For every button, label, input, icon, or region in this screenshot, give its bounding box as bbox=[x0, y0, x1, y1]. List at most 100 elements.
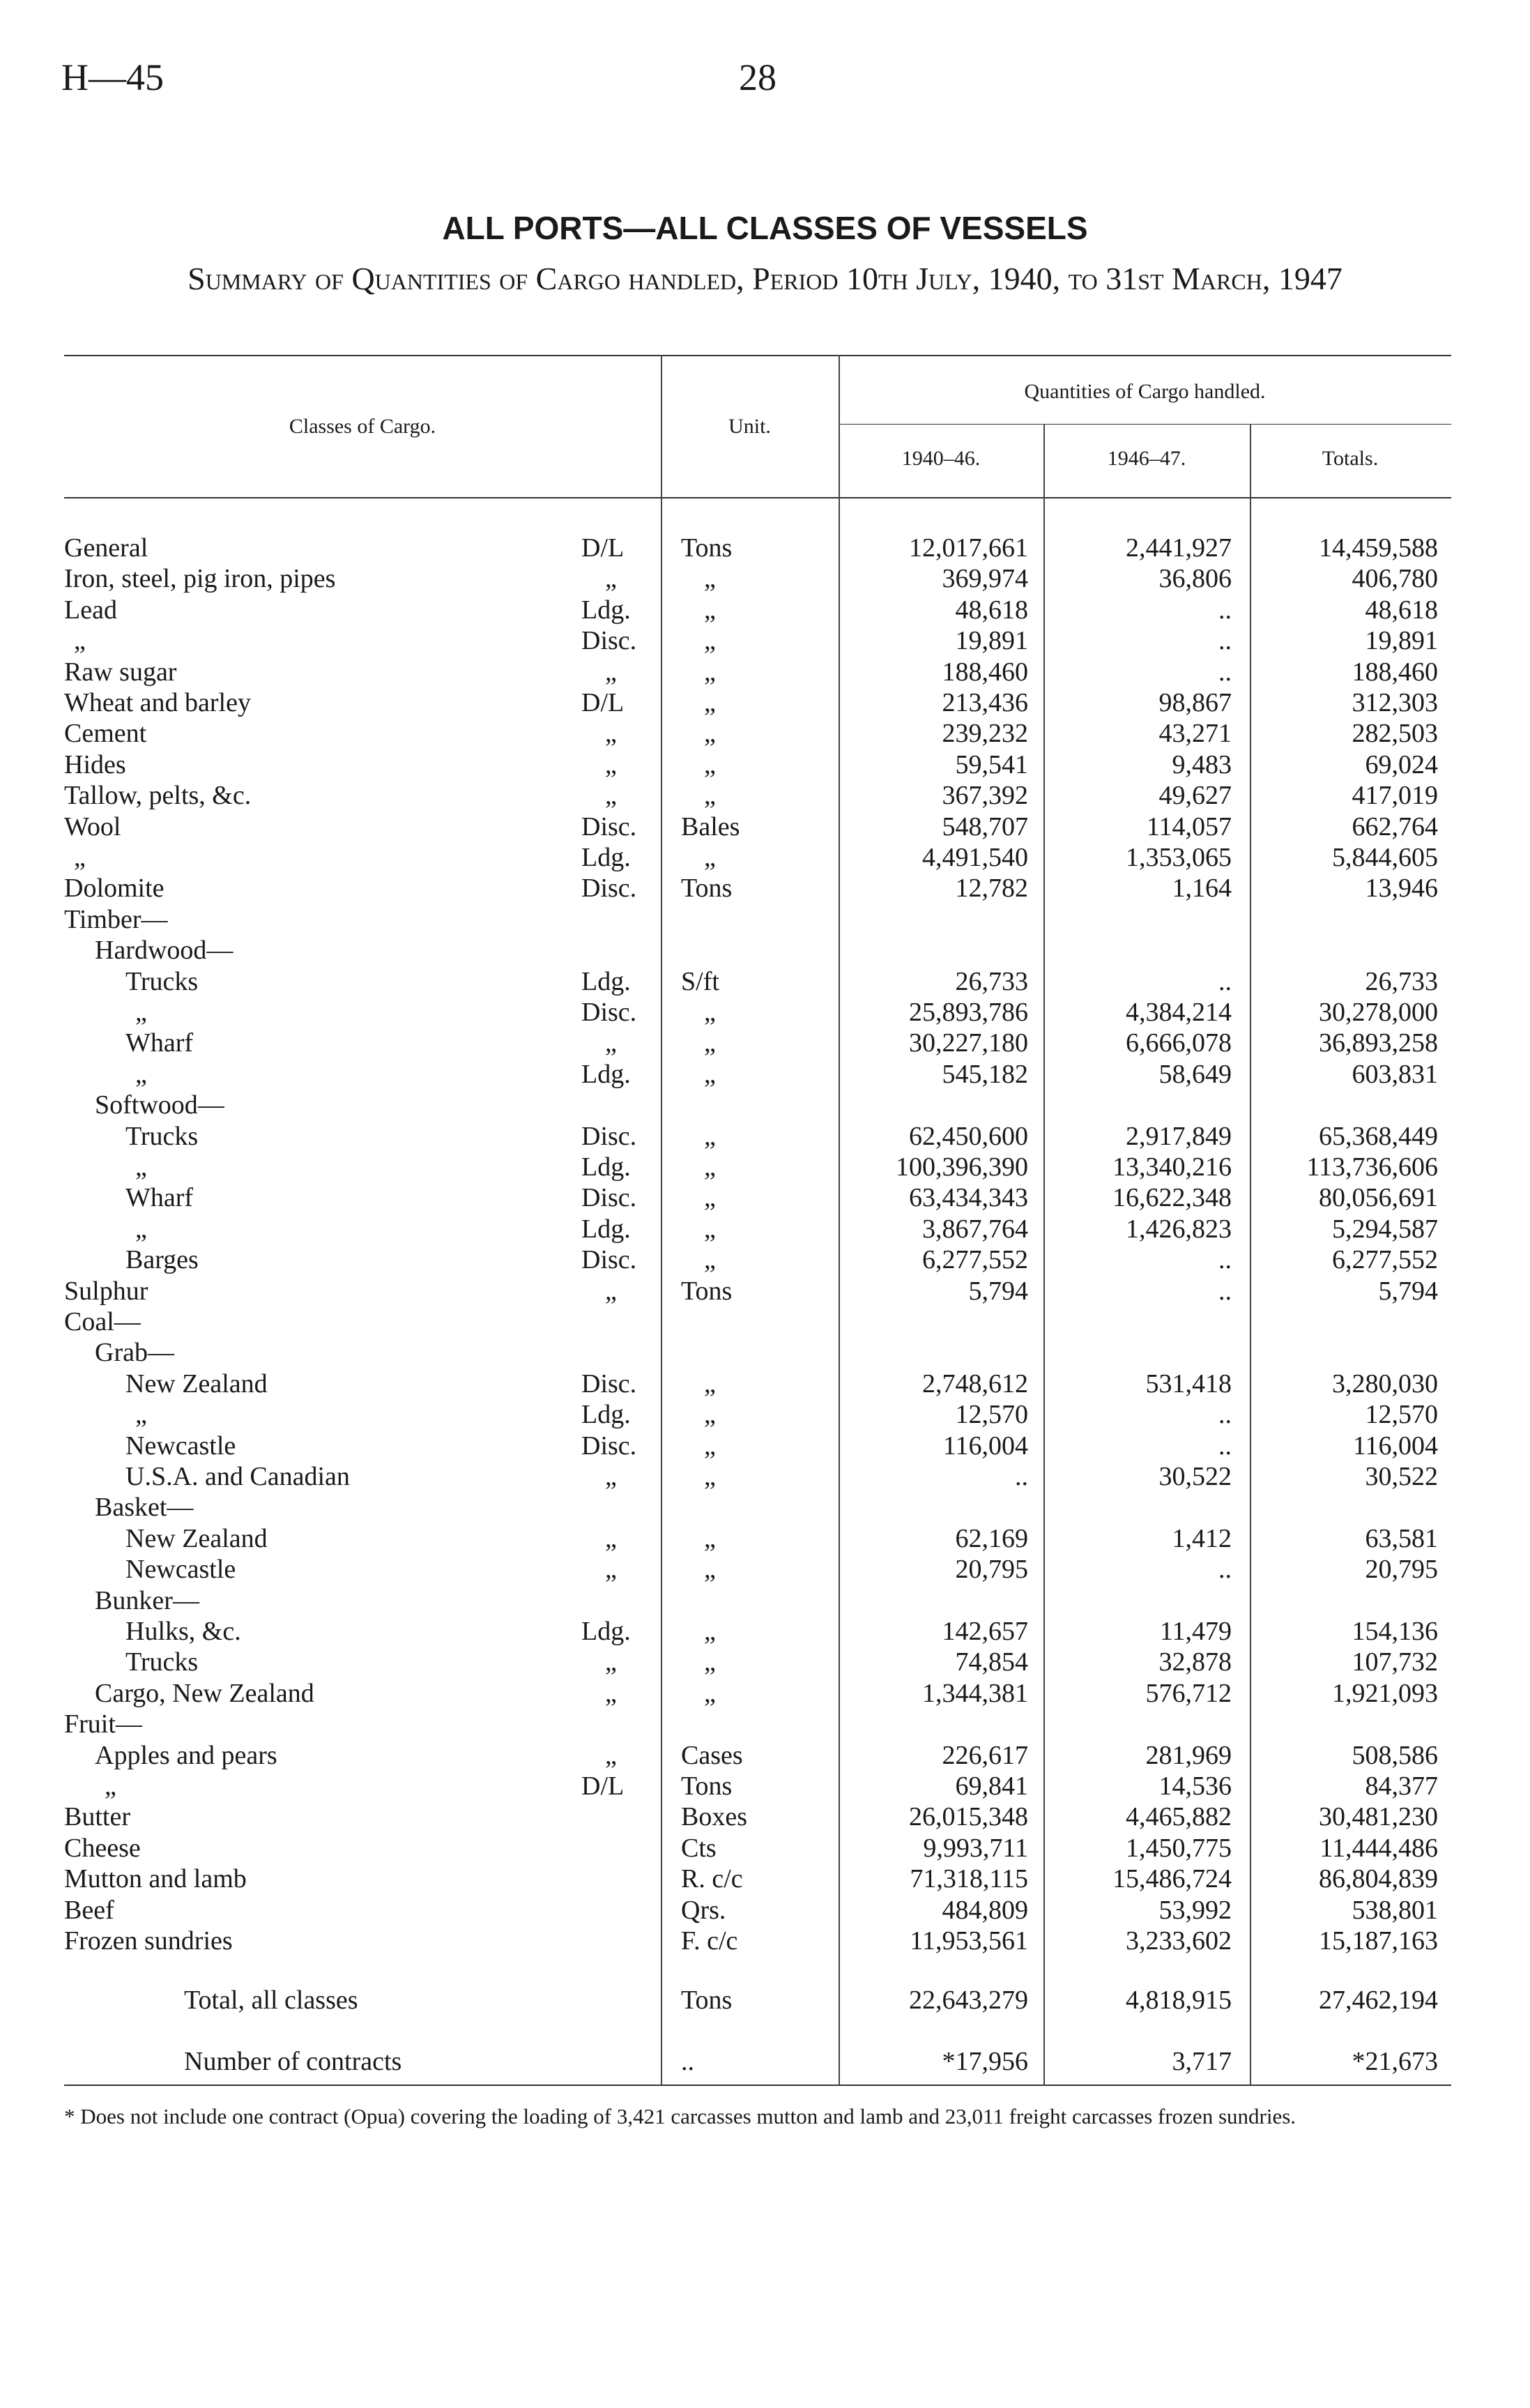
row-label: Cheese bbox=[64, 1833, 141, 1863]
row-label: Cargo, New Zealand bbox=[95, 1678, 314, 1708]
cell-value: 12,570 bbox=[955, 1400, 1029, 1430]
cell-value: 58,649 bbox=[1158, 1059, 1232, 1089]
cell-value: 62,450,600 bbox=[909, 1121, 1028, 1151]
cell-value: 30,522 bbox=[1158, 1462, 1232, 1491]
unit: „ bbox=[704, 1059, 716, 1089]
cell-value: 154,136 bbox=[1352, 1617, 1439, 1646]
cell-value: 4,465,882 bbox=[1126, 1802, 1232, 1832]
unit: „ bbox=[704, 626, 716, 656]
cell-value: 11,953,561 bbox=[910, 1926, 1028, 1956]
unit: „ bbox=[704, 1121, 716, 1151]
cell-value: 4,491,540 bbox=[922, 843, 1028, 872]
row-label: Trucks bbox=[125, 1647, 199, 1677]
cell-value: 1,344,381 bbox=[922, 1678, 1028, 1708]
unit: Tons bbox=[681, 1771, 733, 1801]
row-label: Number of contracts bbox=[184, 2047, 402, 2076]
cell-value: 14,536 bbox=[1158, 1771, 1232, 1801]
row-label: „ bbox=[135, 1400, 147, 1430]
cell-value: 13,340,216 bbox=[1112, 1152, 1232, 1182]
cell-value: .. bbox=[1218, 1555, 1232, 1585]
column-header: 1940–46. bbox=[901, 447, 981, 470]
cell-value: .. bbox=[1218, 1276, 1232, 1306]
cell-value: 239,232 bbox=[942, 719, 1029, 749]
cell-value: 107,732 bbox=[1352, 1647, 1439, 1677]
unit-code: „ bbox=[605, 1678, 617, 1708]
cell-value: 9,483 bbox=[1172, 749, 1232, 779]
cell-value: 3,867,764 bbox=[922, 1214, 1028, 1244]
row-label: „ bbox=[74, 843, 86, 872]
cell-value: 3,717 bbox=[1172, 2047, 1232, 2076]
cell-value: 20,795 bbox=[1365, 1555, 1439, 1585]
row-label: Barges bbox=[125, 1245, 199, 1275]
cell-value: 1,426,823 bbox=[1126, 1214, 1232, 1244]
cell-value: 74,854 bbox=[955, 1647, 1029, 1677]
unit: „ bbox=[704, 1245, 716, 1275]
row-label: Raw sugar bbox=[64, 657, 177, 687]
cell-value: 12,017,661 bbox=[909, 533, 1028, 563]
cell-value: 43,271 bbox=[1158, 719, 1232, 749]
unit-code: Disc. bbox=[581, 1183, 637, 1213]
cell-value: 188,460 bbox=[942, 657, 1029, 687]
cell-value: 11,479 bbox=[1159, 1617, 1232, 1646]
row-label: Lead bbox=[64, 595, 117, 625]
cell-value: 367,392 bbox=[942, 781, 1029, 811]
unit-code: Ldg. bbox=[581, 1214, 631, 1244]
unit: „ bbox=[704, 1400, 716, 1430]
unit: „ bbox=[704, 688, 716, 717]
unit-code: „ bbox=[605, 564, 617, 594]
unit-code: Ldg. bbox=[581, 843, 631, 872]
row-label: Trucks bbox=[125, 966, 199, 996]
cell-value: 53,992 bbox=[1158, 1895, 1232, 1925]
cell-value: 15,486,724 bbox=[1112, 1864, 1232, 1894]
cell-value: *17,956 bbox=[942, 2047, 1029, 2076]
row-label: Wharf bbox=[125, 1028, 194, 1058]
cell-value: .. bbox=[1218, 657, 1232, 687]
cell-value: 100,396,390 bbox=[896, 1152, 1028, 1182]
cell-value: 6,277,552 bbox=[1332, 1245, 1438, 1275]
cell-value: 508,586 bbox=[1352, 1740, 1439, 1770]
unit: Tons bbox=[681, 1986, 733, 2015]
unit-code: „ bbox=[605, 719, 617, 749]
row-label: Wheat and barley bbox=[64, 688, 251, 717]
row-label: Apples and pears bbox=[95, 1740, 277, 1770]
unit-code: Disc. bbox=[581, 998, 637, 1027]
unit: „ bbox=[704, 1555, 716, 1585]
cell-value: 1,164 bbox=[1172, 874, 1232, 904]
unit: F. c/c bbox=[681, 1926, 738, 1956]
row-label: Sulphur bbox=[64, 1276, 148, 1306]
cell-value: 26,733 bbox=[1365, 966, 1439, 996]
row-label: Grab— bbox=[95, 1338, 174, 1368]
unit-code: „ bbox=[605, 1555, 617, 1585]
cell-value: 2,441,927 bbox=[1126, 533, 1232, 563]
unit: „ bbox=[704, 719, 716, 749]
row-label: Wool bbox=[64, 811, 121, 841]
unit: „ bbox=[704, 1617, 716, 1646]
row-label: „ bbox=[135, 998, 147, 1027]
cell-value: 576,712 bbox=[1145, 1678, 1232, 1708]
cell-value: 3,280,030 bbox=[1332, 1369, 1438, 1399]
cell-value: .. bbox=[1218, 595, 1232, 625]
row-label: Timber— bbox=[64, 904, 168, 934]
unit-code: D/L bbox=[581, 533, 625, 563]
unit: Qrs. bbox=[681, 1895, 726, 1925]
cell-value: 5,794 bbox=[968, 1276, 1029, 1306]
unit: „ bbox=[704, 998, 716, 1027]
row-label: Beef bbox=[64, 1895, 114, 1925]
row-label: Hides bbox=[64, 749, 126, 779]
cell-value: .. bbox=[1218, 626, 1232, 656]
unit: Cases bbox=[681, 1740, 743, 1770]
cell-value: 63,581 bbox=[1365, 1523, 1439, 1553]
unit-code: Ldg. bbox=[581, 1400, 631, 1430]
title: ALL PORTS—ALL CLASSES OF VESSELS bbox=[442, 210, 1088, 246]
cell-value: 69,024 bbox=[1365, 749, 1439, 779]
row-label: U.S.A. and Canadian bbox=[125, 1462, 350, 1491]
cell-value: 4,818,915 bbox=[1126, 1986, 1232, 2015]
cell-value: 282,503 bbox=[1352, 719, 1439, 749]
unit-code: Ldg. bbox=[581, 1617, 631, 1646]
cell-value: 30,522 bbox=[1365, 1462, 1439, 1491]
row-label: Tallow, pelts, &c. bbox=[64, 781, 252, 811]
cell-value: .. bbox=[1218, 1400, 1232, 1430]
unit: „ bbox=[704, 781, 716, 811]
column-header: Totals. bbox=[1322, 447, 1379, 470]
row-label: Butter bbox=[64, 1802, 130, 1832]
